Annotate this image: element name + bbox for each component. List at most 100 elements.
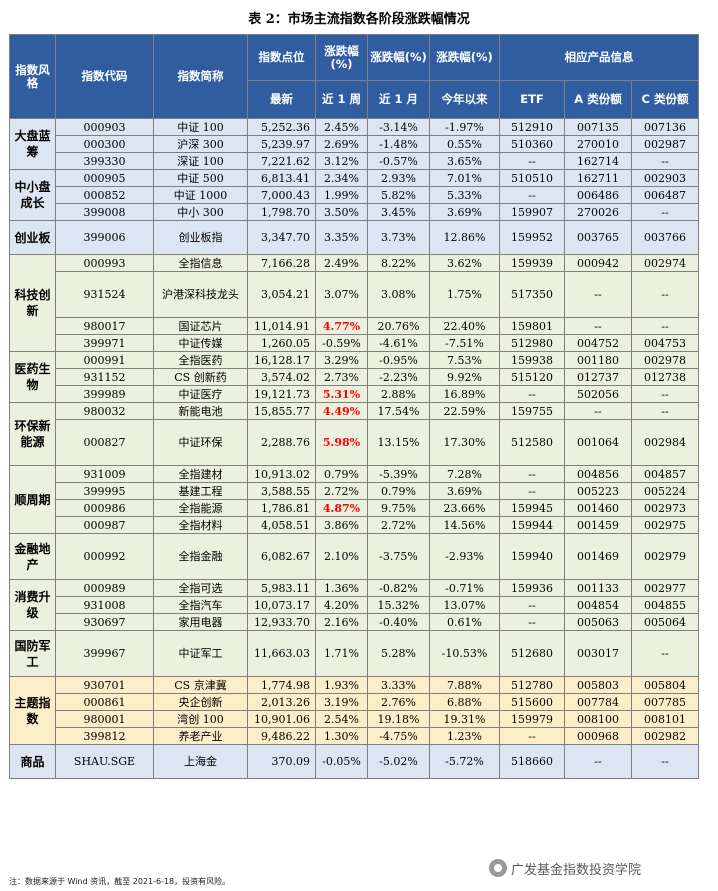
table-row: 大盘蓝筹 000903 中证 100 5,252.36 2.45% -3.14% -1.97… — [9, 118, 699, 170]
chg-ytd: 5.33% — [429, 186, 500, 204]
table-row: 399812 养老产业 9,486.22 1.30% -4.75% 1.23% -- 0009… — [10, 727, 699, 745]
table-row: 消费升级 000989 全指可选 5,983.11 1.36% -0.82% -0.71% 1… — [9, 579, 699, 631]
index-level: 3,347.70 — [247, 220, 316, 255]
chg-ytd: 23.66% — [429, 499, 500, 517]
etf-code: 512780 — [499, 676, 565, 694]
table-row: 399330 深证 100 7,221.62 3.12% -0.57% 3.65% -- 16… — [10, 152, 699, 170]
index-code: 000300 — [55, 135, 154, 153]
table-row: 000987 全指材料 4,058.51 3.86% 2.72% 14.56% 159944… — [10, 516, 699, 534]
chg-week: 5.98% — [315, 419, 368, 466]
index-code: 930697 — [55, 613, 154, 631]
table-row: 主题指数 930701 CS 京津冀 1,774.98 1.93% 3.33% 7.88% 5… — [9, 676, 699, 745]
index-level: 5,252.36 — [247, 118, 316, 136]
table-row: 医药生物 000991 全指医药 16,128.17 3.29% -0.95% 7.53% 1… — [9, 351, 699, 403]
chg-week: 1.30% — [315, 727, 368, 745]
index-level: 1,260.05 — [247, 334, 316, 352]
index-level: 10,913.02 — [247, 465, 316, 483]
etf-code: 512680 — [499, 630, 565, 677]
c-share-code: 002982 — [631, 727, 699, 745]
index-code: 000905 — [55, 169, 154, 187]
table-row: 000986 全指能源 1,786.81 4.87% 9.75% 23.66% 159945… — [10, 499, 699, 517]
chg-month: -0.40% — [367, 613, 430, 631]
index-code: 980017 — [55, 317, 154, 335]
index-code: 980032 — [55, 402, 154, 420]
a-share-code: 001459 — [564, 516, 632, 534]
a-share-code: 162714 — [564, 152, 632, 170]
table-row: 000300 沪深 300 5,239.97 2.69% -1.48% 0.55% 5103… — [10, 135, 699, 153]
index-level: 4,058.51 — [247, 516, 316, 534]
chg-month: 2.72% — [367, 516, 430, 534]
header-c-share: C 类份额 — [631, 80, 699, 119]
chg-ytd: 3.69% — [429, 203, 500, 221]
a-share-code: 004854 — [564, 596, 632, 614]
index-name: 中证 1000 — [153, 186, 248, 204]
index-name: 沪深 300 — [153, 135, 248, 153]
index-level: 7,166.28 — [247, 254, 316, 272]
etf-code: 515120 — [499, 368, 565, 386]
etf-code: 510360 — [499, 135, 565, 153]
chg-month: 15.32% — [367, 596, 430, 614]
index-name: 全指建材 — [153, 465, 248, 483]
index-name: 央企创新 — [153, 693, 248, 711]
chg-month: 5.82% — [367, 186, 430, 204]
chg-month: 17.54% — [367, 402, 430, 420]
a-share-code: 003765 — [564, 220, 632, 255]
chg-ytd: 3.69% — [429, 482, 500, 500]
chg-month: 2.76% — [367, 693, 430, 711]
table-row: 创业板 399006 创业板指 3,347.70 3.35% 3.73% 12.86% 159… — [9, 220, 699, 255]
etf-code: 512580 — [499, 419, 565, 466]
etf-code: 159944 — [499, 516, 565, 534]
header-ytd-sub: 今年以来 — [429, 80, 500, 119]
index-level: 370.09 — [247, 744, 316, 779]
header-chg-month: 涨跌幅(%) — [367, 34, 430, 81]
chg-ytd: 3.65% — [429, 152, 500, 170]
index-code: 000861 — [55, 693, 154, 711]
index-performance-table: 指数风格 指数代码 指数简称 指数点位 涨跌幅(%) 涨跌幅(%) 涨跌幅(%)… — [9, 34, 699, 779]
chg-month: -5.02% — [367, 744, 430, 779]
index-code: 399989 — [55, 385, 154, 403]
chg-month: -0.82% — [367, 579, 430, 597]
etf-code: -- — [499, 727, 565, 745]
a-share-code: 270026 — [564, 203, 632, 221]
a-share-code: -- — [564, 744, 632, 779]
a-share-code: 270010 — [564, 135, 632, 153]
index-level: 5,983.11 — [247, 579, 316, 597]
index-name: 湾创 100 — [153, 710, 248, 728]
chg-month: 0.79% — [367, 482, 430, 500]
chg-week: 4.87% — [315, 499, 368, 517]
table-row: 399971 中证传媒 1,260.05 -0.59% -4.61% -7.51% 5129… — [10, 334, 699, 352]
a-share-code: 005803 — [564, 676, 632, 694]
a-share-code: -- — [564, 317, 632, 335]
c-share-code: 002984 — [631, 419, 699, 466]
index-level: 3,588.55 — [247, 482, 316, 500]
chg-ytd: 6.88% — [429, 693, 500, 711]
table-row: 399989 中证医疗 19,121.73 5.31% 2.88% 16.89% -- 502… — [10, 385, 699, 403]
index-level: 15,855.77 — [247, 402, 316, 420]
etf-code: 159945 — [499, 499, 565, 517]
a-share-code: 007784 — [564, 693, 632, 711]
a-share-code: 001469 — [564, 533, 632, 580]
a-share-code: 001133 — [564, 579, 632, 597]
a-share-code: 007135 — [564, 118, 632, 136]
etf-code: 512910 — [499, 118, 565, 136]
chg-ytd: 7.53% — [429, 351, 500, 369]
etf-code: 159938 — [499, 351, 565, 369]
a-share-code: 004856 — [564, 465, 632, 483]
chg-ytd: -10.53% — [429, 630, 500, 677]
table-row: 商品 SHAU.SGE 上海金 370.09 -0.05% -5.02% -5.72% 518… — [9, 744, 699, 779]
style-cell: 国防军工 — [9, 630, 56, 677]
style-cell: 大盘蓝筹 — [9, 118, 56, 170]
c-share-code: 006487 — [631, 186, 699, 204]
etf-code: -- — [499, 613, 565, 631]
index-code: 000827 — [55, 419, 154, 466]
table-row: 中小盘成长 000905 中证 500 6,813.41 2.34% 2.93% 7.01%… — [9, 169, 699, 221]
chg-ytd: 7.28% — [429, 465, 500, 483]
index-code: 000852 — [55, 186, 154, 204]
index-code: 000987 — [55, 516, 154, 534]
index-code: 980001 — [55, 710, 154, 728]
index-level: 11,014.91 — [247, 317, 316, 335]
chg-week: 1.71% — [315, 630, 368, 677]
c-share-code: 004855 — [631, 596, 699, 614]
chg-week: 2.34% — [315, 169, 368, 187]
etf-code: -- — [499, 186, 565, 204]
